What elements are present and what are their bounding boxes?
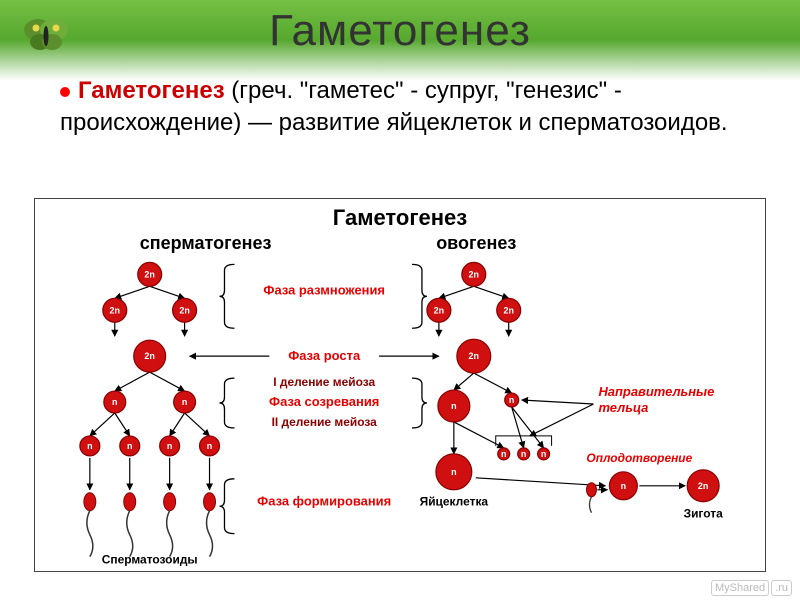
svg-text:n: n <box>509 395 514 405</box>
svg-text:2n: 2n <box>698 481 708 491</box>
svg-text:n: n <box>621 481 626 491</box>
svg-text:2n: 2n <box>144 269 154 279</box>
svg-text:n: n <box>127 441 132 451</box>
bullet-icon <box>60 87 70 97</box>
diagram-column-headers: сперматогенез овогенез <box>35 233 765 254</box>
title-bar: Гаметогенез <box>0 0 800 80</box>
ovo-tree: 2n 2n 2n 2n n n n n n n <box>412 262 594 489</box>
svg-text:Фаза формирования: Фаза формирования <box>257 494 391 509</box>
svg-text:Сперматозоиды: Сперматозоиды <box>102 553 198 566</box>
watermark-a: MyShared <box>711 580 769 596</box>
svg-text:Направительные: Направительные <box>598 384 714 399</box>
svg-text:n: n <box>541 449 546 459</box>
svg-text:Фаза размножения: Фаза размножения <box>263 282 385 297</box>
svg-text:Оплодотворение: Оплодотворение <box>586 451 692 465</box>
svg-text:Яйцеклетка: Яйцеклетка <box>420 495 489 509</box>
svg-text:n: n <box>207 441 212 451</box>
svg-text:Фаза роста: Фаза роста <box>288 348 361 363</box>
svg-text:2n: 2n <box>434 305 444 315</box>
svg-text:Фаза созревания: Фаза созревания <box>269 394 379 409</box>
svg-text:I деление мейоза: I деление мейоза <box>273 375 375 389</box>
svg-text:n: n <box>451 401 456 411</box>
svg-text:2n: 2n <box>179 305 189 315</box>
watermark-b: .ru <box>771 580 792 596</box>
intro-text: Гаметогенез (греч. "гаметес" - супруг, "… <box>60 75 740 140</box>
slide-title: Гаметогенез <box>269 6 531 56</box>
slide: Гаметогенез Гаметогенез (греч. "гаметес"… <box>0 0 800 600</box>
svg-text:n: n <box>112 397 117 407</box>
svg-text:II деление мейоза: II деление мейоза <box>272 415 378 429</box>
watermark: MyShared.ru <box>709 580 792 596</box>
diagram-container: Гаметогенез сперматогенез овогенез 2n2n2… <box>34 198 766 572</box>
svg-text:2n: 2n <box>503 305 513 315</box>
svg-text:2n: 2n <box>469 269 479 279</box>
diagram-title: Гаметогенез <box>35 205 765 231</box>
header-ovogenesis: овогенез <box>366 233 800 254</box>
svg-text:n: n <box>87 441 92 451</box>
svg-text:n: n <box>182 397 187 407</box>
svg-text:n: n <box>501 449 506 459</box>
header-spermatogenesis: сперматогенез <box>35 233 366 254</box>
svg-text:тельца: тельца <box>598 400 648 415</box>
svg-text:Зигота: Зигота <box>684 507 724 521</box>
intro-term: Гаметогенез <box>78 77 225 104</box>
butterfly-icon <box>18 12 74 56</box>
svg-text:2n: 2n <box>144 351 154 361</box>
sperm-cells: Сперматозоиды <box>84 458 216 566</box>
diagram-svg: 2n 2n 2n 2n n n n n n n 2n 2n 2n 2n n n n n n n Фаза размн… <box>35 254 765 566</box>
svg-text:2n: 2n <box>110 305 120 315</box>
svg-text:2n: 2n <box>469 351 479 361</box>
svg-text:n: n <box>167 441 172 451</box>
svg-text:n: n <box>521 449 526 459</box>
fertilization: n 2n Оплодотворение Зигота <box>476 451 723 521</box>
svg-text:n: n <box>451 467 456 477</box>
